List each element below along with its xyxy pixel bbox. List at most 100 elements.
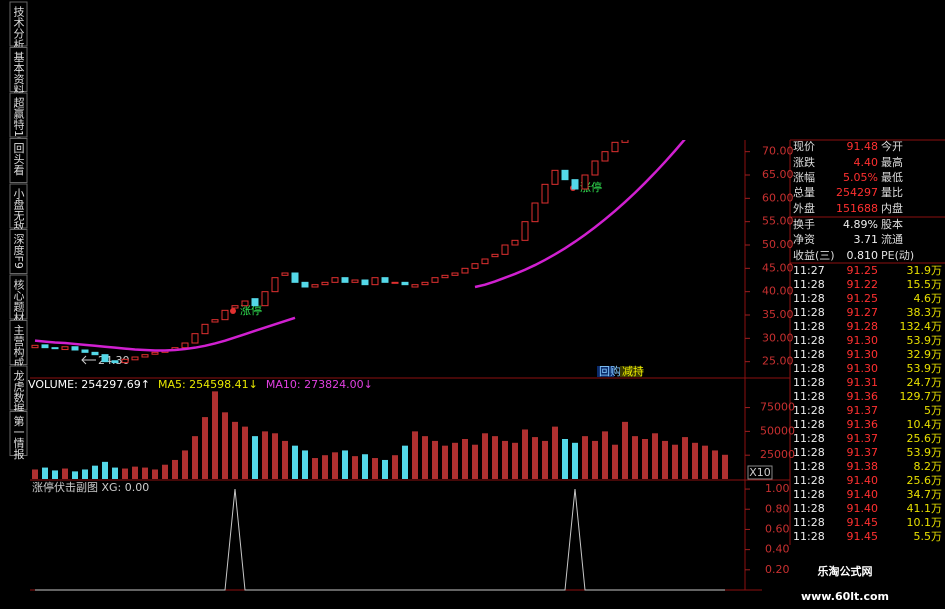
trade-volume: 38.3万 <box>907 306 943 319</box>
volume-bar <box>182 450 188 479</box>
candle <box>521 221 529 241</box>
trade-volume: 53.9万 <box>907 446 943 459</box>
candle <box>71 346 79 351</box>
volume-bar <box>472 444 478 479</box>
side-tab-label[interactable]: 基本资料 <box>12 51 25 96</box>
y-tick-label: 35.00 <box>762 308 794 321</box>
volume-bar <box>522 429 528 479</box>
candle <box>682 77 688 86</box>
candle <box>491 253 499 258</box>
volume-bar <box>352 456 358 479</box>
volume-bar <box>432 440 438 479</box>
event-label[interactable]: 减持 <box>622 364 644 378</box>
quote-value: 4.89% <box>843 218 878 231</box>
trade-time: 11:28 <box>793 376 825 389</box>
volume-bar <box>552 426 558 479</box>
candle <box>101 354 109 363</box>
trade-time: 11:28 <box>793 278 825 291</box>
side-tab-label[interactable]: 小盘无敌 <box>12 188 25 233</box>
volume-bar <box>662 440 668 479</box>
y-tick-label: 45.00 <box>762 261 794 274</box>
volume-bar <box>492 436 498 479</box>
candle <box>391 281 399 284</box>
side-tab-label[interactable]: 技术分析 <box>12 6 25 51</box>
trade-price: 91.27 <box>847 306 879 319</box>
side-tab-label[interactable]: 第一情报 <box>12 414 25 460</box>
y-tick-label: 25.00 <box>762 355 794 368</box>
candle <box>471 263 479 269</box>
side-tab[interactable] <box>9 183 28 229</box>
event-box[interactable] <box>597 366 614 377</box>
trade-volume: 41.1万 <box>907 502 943 515</box>
candle <box>181 342 189 349</box>
side-tab-label[interactable]: 主营构成 <box>12 324 25 369</box>
quote-value: 4.40 <box>854 156 879 169</box>
scale-label: X10 <box>749 466 771 479</box>
volume-bar <box>642 439 648 479</box>
low-arrow <box>81 355 96 365</box>
trade-volume: 25.6万 <box>907 432 943 445</box>
side-tab[interactable] <box>9 411 28 456</box>
volume-bar <box>92 465 98 479</box>
candle <box>201 323 209 335</box>
side-tab[interactable] <box>9 138 28 183</box>
side-tab[interactable] <box>9 47 28 92</box>
side-tab[interactable] <box>9 320 28 365</box>
candle <box>672 86 678 95</box>
volume-bar <box>622 421 628 479</box>
quote-value: 151688 <box>836 202 878 215</box>
side-tab-label[interactable]: 深度F9 <box>12 233 25 269</box>
candle <box>321 281 329 286</box>
quote-label: 涨跌 <box>793 155 815 169</box>
trade-volume: 53.9万 <box>907 334 943 347</box>
side-tab[interactable] <box>9 274 28 320</box>
trade-price: 91.45 <box>847 516 879 529</box>
y-tick-label: 50.00 <box>762 238 794 251</box>
trade-volume: 129.7万 <box>900 390 943 403</box>
trade-volume: 132.4万 <box>900 320 943 333</box>
quote-label: 现价 <box>793 140 815 153</box>
volume-bar <box>362 454 368 479</box>
quote-label: PE(动) <box>881 249 914 262</box>
watermark-box <box>762 550 945 609</box>
volume-bar <box>32 469 38 479</box>
trade-price: 91.36 <box>847 390 879 403</box>
side-tab-label[interactable]: 超赢特10 <box>12 96 25 144</box>
volume-bar <box>582 436 588 479</box>
quote-label: 总量 <box>793 185 815 199</box>
trade-volume: 10.4万 <box>907 418 943 431</box>
quote-label: 股本 <box>881 217 903 231</box>
event-label[interactable]: 回购 <box>599 364 621 378</box>
volume-bar <box>102 461 108 479</box>
side-tab[interactable] <box>9 229 28 274</box>
volume-bar <box>562 439 568 479</box>
trade-volume: 5万 <box>924 404 942 417</box>
candle <box>411 284 419 288</box>
side-tab[interactable] <box>9 365 28 411</box>
volume-bar <box>322 455 328 479</box>
volume-bar <box>512 442 518 479</box>
trade-volume: 53.9万 <box>907 362 943 375</box>
trade-volume: 25.6万 <box>907 474 943 487</box>
volume-bar <box>342 450 348 479</box>
side-tab-label[interactable]: 龙虎数据 <box>12 370 25 415</box>
event-box[interactable] <box>620 366 642 377</box>
trade-time: 11:28 <box>793 334 825 347</box>
trade-price: 91.37 <box>847 432 879 445</box>
side-tab[interactable] <box>9 92 28 138</box>
volume-header: MA10: 273824.00↓ <box>266 378 373 391</box>
candle <box>632 124 638 133</box>
volume-bar <box>532 437 538 479</box>
side-tab[interactable] <box>9 1 28 47</box>
trade-price: 91.37 <box>847 404 879 417</box>
volume-bar <box>692 442 698 479</box>
side-tab-label[interactable]: 核心题材 <box>12 278 25 323</box>
side-tab-label[interactable]: 回头看 <box>12 142 25 176</box>
candle <box>291 272 299 283</box>
volume-bar <box>652 433 658 479</box>
y-tick-label: 55.00 <box>762 215 794 228</box>
quote-value: 0.810 <box>847 249 879 262</box>
trade-time: 11:28 <box>793 418 825 431</box>
volume-bar <box>502 440 508 479</box>
volume-bar <box>292 445 298 479</box>
